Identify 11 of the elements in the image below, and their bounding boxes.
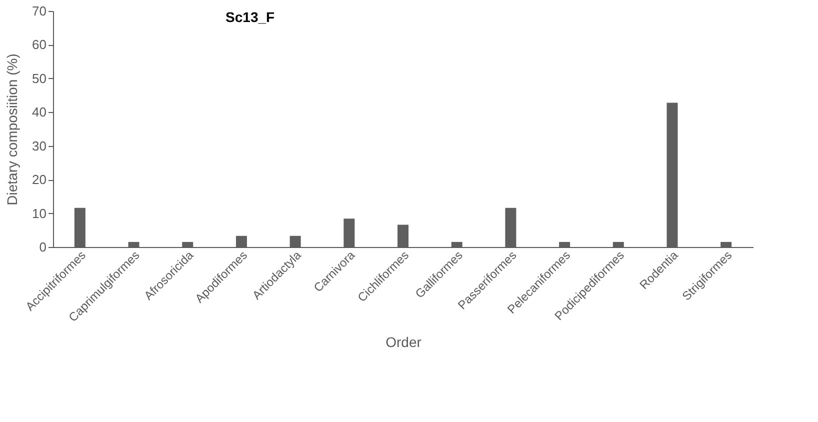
x-axis-title: Order (386, 334, 422, 350)
y-tick-label: 30 (32, 138, 46, 154)
y-axis-title: Dietary composiition (%) (4, 54, 20, 206)
chart-title: Sc13_F (226, 9, 276, 25)
y-tick-label: 20 (32, 172, 46, 188)
y-tick-label: 0 (39, 240, 46, 254)
y-tick-label: 60 (32, 37, 46, 52)
y-tick-label: 50 (32, 70, 46, 86)
y-tick-label: 40 (32, 104, 46, 120)
y-tick-label: 70 (32, 4, 46, 18)
y-tick-label: 10 (32, 206, 46, 221)
